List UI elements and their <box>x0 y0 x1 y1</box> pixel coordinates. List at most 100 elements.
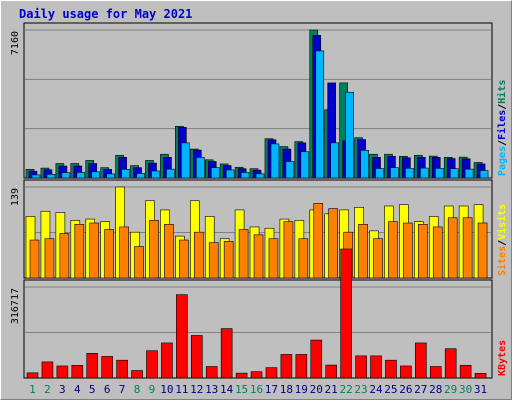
bar-kbytes-day-8 <box>131 370 143 379</box>
day-label-27: 27 <box>414 383 427 396</box>
bar-sites-day-5 <box>89 222 100 279</box>
bar-kbytes-day-1 <box>26 372 39 379</box>
bar-sites-day-11 <box>179 239 189 279</box>
bar-pages-day-14 <box>225 169 235 179</box>
bar-kbytes-day-19 <box>295 354 308 379</box>
panel-bottom-max-label: 316717 <box>10 288 21 324</box>
bar-sites-day-12 <box>193 231 204 279</box>
bar-sites-day-17 <box>268 238 279 279</box>
day-label-19: 19 <box>295 383 308 396</box>
panel-top-legend: Pages/Files/Hits <box>496 80 508 176</box>
bar-pages-day-4 <box>76 172 86 179</box>
day-label-31: 31 <box>474 383 487 396</box>
day-label-30: 30 <box>459 383 472 396</box>
day-label-28: 28 <box>429 383 442 396</box>
bar-pages-day-7 <box>121 169 130 179</box>
bar-pages-day-25 <box>390 167 399 179</box>
bar-pages-day-26 <box>405 167 414 179</box>
day-label-17: 17 <box>265 383 278 396</box>
day-label-14: 14 <box>220 383 234 396</box>
bar-sites-day-31 <box>477 222 488 279</box>
day-label-12: 12 <box>190 383 203 396</box>
bar-sites-day-1 <box>29 239 40 279</box>
bar-kbytes-day-10 <box>161 342 173 379</box>
day-label-18: 18 <box>280 383 293 396</box>
day-label-23: 23 <box>354 383 367 396</box>
bar-sites-day-20 <box>313 203 324 279</box>
bar-pages-day-10 <box>166 168 175 179</box>
bar-pages-day-16 <box>255 173 265 179</box>
day-label-6: 6 <box>104 383 111 396</box>
legend-files: Files <box>496 110 508 140</box>
bar-pages-day-29 <box>449 168 459 179</box>
bar-sites-day-7 <box>119 226 129 279</box>
bar-sites-day-14 <box>223 241 234 279</box>
bar-sites-day-18 <box>283 221 294 279</box>
bar-pages-day-30 <box>464 168 474 179</box>
day-label-8: 8 <box>134 383 141 396</box>
bar-pages-day-18 <box>285 161 295 179</box>
day-label-10: 10 <box>160 383 173 396</box>
bar-sites-day-25 <box>388 221 398 279</box>
bar-kbytes-day-16 <box>250 371 263 379</box>
bar-sites-day-29 <box>447 217 458 279</box>
bar-pages-day-6 <box>106 173 115 179</box>
bar-pages-day-12 <box>195 157 205 179</box>
bar-kbytes-day-24 <box>370 355 382 379</box>
day-label-24: 24 <box>369 383 383 396</box>
bar-pages-day-28 <box>434 167 444 179</box>
bar-sites-day-28 <box>432 226 443 279</box>
bar-sites-day-24 <box>373 238 383 279</box>
day-label-20: 20 <box>310 383 323 396</box>
chart-title: Daily usage for May 2021 <box>19 7 192 21</box>
bar-pages-day-5 <box>91 171 101 179</box>
bar-sites-day-6 <box>104 229 114 279</box>
legend-visits: Visits <box>496 204 508 240</box>
legend-sites: Sites <box>496 246 508 276</box>
bar-kbytes-day-2 <box>41 361 54 379</box>
bar-pages-day-24 <box>375 168 384 179</box>
bar-pages-day-23 <box>360 150 369 179</box>
bar-pages-day-27 <box>420 167 429 179</box>
bar-sites-day-15 <box>238 229 249 279</box>
bar-pages-day-19 <box>300 151 310 179</box>
bar-kbytes-day-6 <box>101 356 113 379</box>
bar-kbytes-day-11 <box>176 294 188 379</box>
legend-separator: / <box>497 104 508 110</box>
bar-sites-day-10 <box>164 224 174 279</box>
bar-sites-day-19 <box>298 238 309 279</box>
bar-pages-day-2 <box>46 173 56 179</box>
day-label-25: 25 <box>384 383 397 396</box>
bar-sites-day-27 <box>418 224 428 279</box>
bar-kbytes-day-25 <box>385 359 397 379</box>
bar-kbytes-day-31 <box>474 373 487 379</box>
day-label-11: 11 <box>175 383 188 396</box>
bar-kbytes-day-13 <box>205 366 218 379</box>
panel-middle-legend: Sites/Visits <box>496 204 508 276</box>
bar-pages-day-15 <box>240 172 250 179</box>
day-label-1: 1 <box>29 383 36 396</box>
day-label-13: 13 <box>205 383 218 396</box>
bar-sites-day-26 <box>403 222 413 279</box>
bar-sites-day-23 <box>358 224 368 279</box>
bar-kbytes-day-22 <box>340 248 352 379</box>
bar-kbytes-day-18 <box>280 354 293 379</box>
bar-sites-day-9 <box>149 220 159 279</box>
panel-bottom-legend: KBytes <box>497 340 508 376</box>
legend-hits: Hits <box>496 80 508 104</box>
bar-sites-day-3 <box>59 233 70 279</box>
day-label-26: 26 <box>399 383 412 396</box>
legend-kbytes: KBytes <box>497 340 508 376</box>
bar-sites-day-2 <box>44 238 55 279</box>
bar-pages-day-8 <box>136 173 145 179</box>
bar-sites-day-16 <box>253 234 264 279</box>
bar-pages-day-31 <box>479 170 489 179</box>
bar-kbytes-day-15 <box>235 372 248 379</box>
day-label-7: 7 <box>119 383 126 396</box>
bar-sites-day-21 <box>328 208 339 279</box>
bar-kbytes-day-17 <box>265 367 278 379</box>
bar-kbytes-day-7 <box>116 359 128 379</box>
legend-separator: / <box>497 140 508 146</box>
bar-kbytes-day-29 <box>444 348 457 379</box>
